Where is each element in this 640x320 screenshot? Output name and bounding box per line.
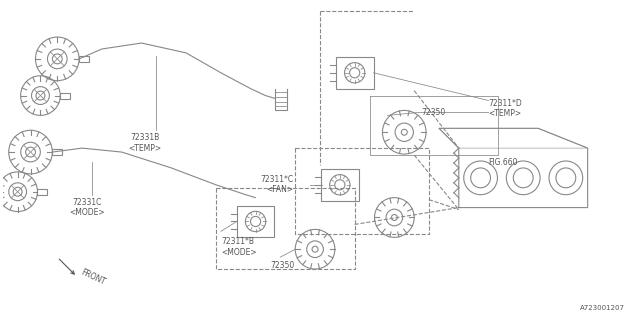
Bar [52,149,62,155]
Text: 72331C
<MODE>: 72331C <MODE> [69,198,105,217]
Bar [336,57,374,89]
Text: 72350: 72350 [421,108,445,117]
Text: 72331B
<TEMP>: 72331B <TEMP> [128,133,161,153]
Text: 72311*D
<TEMP>: 72311*D <TEMP> [488,99,522,118]
Bar [60,92,70,99]
Text: 72350: 72350 [271,261,294,270]
Text: A723001207: A723001207 [580,305,625,311]
Bar [79,56,89,62]
Bar [321,169,358,201]
Bar [237,206,275,237]
Text: FRONT: FRONT [79,268,106,286]
Text: FIG.660: FIG.660 [488,158,518,167]
Bar [38,189,47,195]
Text: 72311*B
<MODE>: 72311*B <MODE> [221,237,257,257]
Text: 72311*C
<FAN>: 72311*C <FAN> [260,175,293,194]
